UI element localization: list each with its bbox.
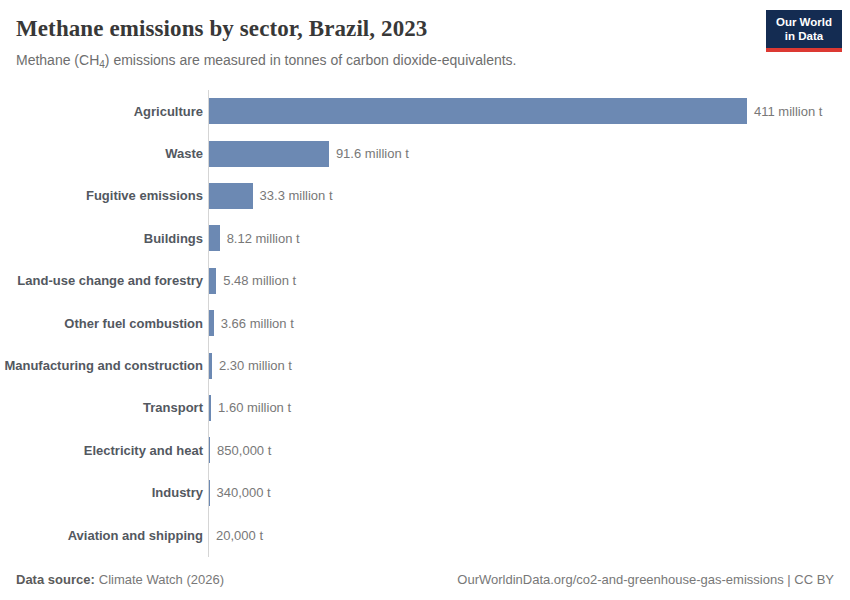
value-label: 3.66 million t <box>221 316 294 331</box>
bar-area: 411 million t <box>203 98 850 124</box>
bar-area: 8.12 million t <box>203 225 850 251</box>
category-label: Transport <box>0 400 203 415</box>
bar-area: 20,000 t <box>203 522 850 548</box>
bar-chart: Agriculture 411 million t Waste 91.6 mil… <box>0 90 850 557</box>
bar-area: 2.30 million t <box>203 353 850 379</box>
value-label: 5.48 million t <box>223 273 296 288</box>
value-label: 20,000 t <box>216 528 263 543</box>
category-label: Electricity and heat <box>0 443 203 458</box>
chart-header: Methane emissions by sector, Brazil, 202… <box>0 0 850 73</box>
bar[interactable] <box>209 268 216 294</box>
value-label: 340,000 t <box>216 485 270 500</box>
chart-page: Methane emissions by sector, Brazil, 202… <box>0 0 850 600</box>
owid-logo-line1: Our World <box>770 16 838 30</box>
bar[interactable] <box>209 395 211 421</box>
value-label: 33.3 million t <box>260 188 333 203</box>
chart-subtitle: Methane (CH4) emissions are measured in … <box>16 52 834 73</box>
bar[interactable] <box>209 141 329 167</box>
bar-row: Waste 91.6 million t <box>0 132 850 174</box>
attribution-link[interactable]: OurWorldinData.org/co2-and-greenhouse-ga… <box>457 572 834 587</box>
chart-footer: Data source: Climate Watch (2026) OurWorl… <box>16 572 834 587</box>
value-label: 1.60 million t <box>218 400 291 415</box>
category-label: Manufacturing and construction <box>0 358 203 373</box>
data-source-label: Data source: <box>16 572 95 587</box>
bar-row: Transport 1.60 million t <box>0 387 850 429</box>
bar-row: Industry 340,000 t <box>0 472 850 514</box>
bar-area: 91.6 million t <box>203 141 850 167</box>
value-label: 850,000 t <box>217 443 271 458</box>
category-label: Fugitive emissions <box>0 188 203 203</box>
subtitle-text-end: ) emissions are measured in tonnes of ca… <box>105 52 517 68</box>
bar-area: 1.60 million t <box>203 395 850 421</box>
bar[interactable] <box>209 183 253 209</box>
y-axis-line <box>208 90 209 557</box>
bar-row: Buildings 8.12 million t <box>0 217 850 259</box>
value-label: 8.12 million t <box>227 231 300 246</box>
value-label: 91.6 million t <box>336 146 409 161</box>
bar[interactable] <box>209 98 747 124</box>
subtitle-text: Methane (CH <box>16 52 99 68</box>
bar-area: 850,000 t <box>203 437 850 463</box>
category-label: Land-use change and forestry <box>0 273 203 288</box>
category-label: Agriculture <box>0 104 203 119</box>
bar-row: Other fuel combustion 3.66 million t <box>0 302 850 344</box>
category-label: Buildings <box>0 231 203 246</box>
chart-title: Methane emissions by sector, Brazil, 202… <box>16 14 834 43</box>
bar-area: 5.48 million t <box>203 268 850 294</box>
value-label: 411 million t <box>754 104 822 119</box>
bar[interactable] <box>209 310 214 336</box>
bar[interactable] <box>209 437 210 463</box>
bar-area: 340,000 t <box>203 480 850 506</box>
owid-logo[interactable]: Our World in Data <box>766 10 842 52</box>
bar-row: Electricity and heat 850,000 t <box>0 429 850 471</box>
bar-area: 33.3 million t <box>203 183 850 209</box>
bar[interactable] <box>209 353 212 379</box>
category-label: Aviation and shipping <box>0 528 203 543</box>
bar-row: Agriculture 411 million t <box>0 90 850 132</box>
data-source: Data source: Climate Watch (2026) <box>16 572 224 587</box>
category-label: Waste <box>0 146 203 161</box>
category-label: Other fuel combustion <box>0 316 203 331</box>
bar-area: 3.66 million t <box>203 310 850 336</box>
value-label: 2.30 million t <box>219 358 292 373</box>
owid-logo-line2: in Data <box>770 30 838 44</box>
data-source-value: Climate Watch (2026) <box>99 572 224 587</box>
bar-row: Aviation and shipping 20,000 t <box>0 514 850 556</box>
bar-row: Manufacturing and construction 2.30 mill… <box>0 344 850 386</box>
bar-row: Fugitive emissions 33.3 million t <box>0 175 850 217</box>
category-label: Industry <box>0 485 203 500</box>
bar-row: Land-use change and forestry 5.48 millio… <box>0 260 850 302</box>
bar[interactable] <box>209 225 220 251</box>
